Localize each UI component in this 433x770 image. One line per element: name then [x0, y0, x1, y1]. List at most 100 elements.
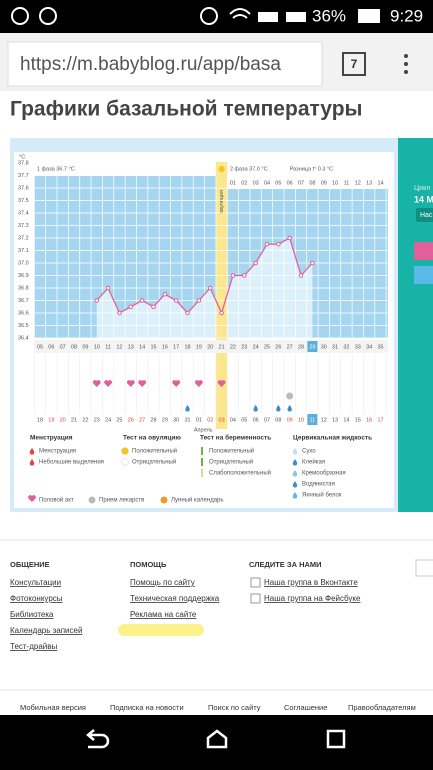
date-label: 08	[275, 417, 281, 423]
date-label: 13	[332, 417, 338, 423]
footer-title: ПОМОЩЬ	[130, 560, 167, 569]
x-tick-label: 25	[264, 344, 270, 350]
fluid-mark	[276, 405, 281, 412]
date-label: 29	[162, 417, 168, 423]
side-button-label[interactable]: Нас	[420, 212, 433, 219]
y-tick-label: 36.6	[18, 310, 29, 316]
point	[230, 273, 236, 278]
date-label: 25	[116, 417, 122, 423]
footer-link[interactable]: Фотоконкурсы	[10, 594, 63, 603]
point	[162, 291, 168, 297]
x-tick-label: 20	[207, 344, 213, 350]
legend-item: Кремообразная	[302, 471, 346, 477]
date-label: 04	[230, 417, 236, 423]
x-tick-label: 23	[241, 344, 247, 350]
luteal-day: 02	[241, 180, 247, 186]
social-icon	[250, 593, 261, 604]
legend-icon	[160, 496, 168, 504]
fluid-mark	[287, 405, 292, 412]
url[interactable]: https://m.babyblog.ru/app/basa	[20, 54, 281, 75]
y-tick-label: 36.7	[18, 298, 29, 304]
side-label: Цикл	[414, 185, 430, 192]
legend-icon	[88, 496, 96, 504]
legend-title: Цервикальная жидкость	[293, 435, 372, 442]
luteal-day: 14	[377, 180, 383, 186]
legend-item: Водянистая	[302, 482, 335, 488]
tabs[interactable]: 7	[351, 57, 358, 71]
date-label: 24	[105, 417, 111, 423]
luteal-day: 05	[275, 180, 281, 186]
legend-icon	[28, 495, 36, 502]
difference: Разница t° 0.3 °C	[290, 166, 333, 172]
legend-item: Половой акт	[39, 497, 74, 504]
legend-item: Менструация	[39, 449, 76, 455]
bottom-link[interactable]: Соглашение	[284, 703, 327, 712]
today-box	[307, 341, 318, 352]
search-box[interactable]	[415, 559, 433, 577]
side-panel	[398, 138, 433, 512]
ovulation-label: овуляция	[219, 190, 225, 214]
date-label: 14	[343, 417, 349, 423]
footer-link[interactable]: Наша группа на Фейсбуке	[264, 594, 361, 603]
x-tick-label: 18	[184, 344, 190, 350]
point	[310, 260, 315, 266]
legend-icon	[29, 448, 35, 455]
footer-link[interactable]: Помощь по сайту	[130, 578, 195, 587]
luteal-day: 08	[309, 180, 315, 186]
footer-link[interactable]: Наша группа в Вконтакте	[264, 578, 358, 587]
footer-link[interactable]: Техническая поддержка	[130, 594, 220, 603]
x-tick-label: 06	[48, 344, 54, 350]
menu[interactable]	[404, 54, 408, 74]
nav-icons[interactable]	[86, 729, 346, 749]
legend-item: Слабоположительный	[209, 470, 271, 477]
legend-icon	[121, 447, 129, 455]
point	[151, 304, 156, 310]
side-button[interactable]	[416, 208, 433, 222]
luteal-day: 09	[321, 180, 327, 186]
date-label: 26	[128, 417, 134, 423]
luteal-day: 06	[287, 180, 293, 186]
legend-icon	[121, 458, 129, 466]
date-label: 01	[196, 417, 202, 423]
url-box[interactable]	[7, 41, 323, 87]
point	[264, 241, 270, 247]
side-action[interactable]	[414, 266, 433, 284]
date-label: 30	[173, 417, 179, 423]
x-tick-label: 11	[105, 344, 111, 350]
signal	[258, 12, 278, 22]
point	[185, 310, 190, 316]
side-value: 14 М	[414, 194, 433, 204]
legend-icon	[201, 469, 203, 477]
point	[298, 273, 304, 278]
date-label: 12	[321, 417, 327, 423]
side-action[interactable]	[414, 242, 433, 260]
footer-link[interactable]: Реклама на сайте	[130, 610, 197, 619]
legend-icon	[29, 459, 35, 466]
legend-item: Отрицательный	[209, 459, 253, 466]
legend-item: Лунный календарь	[171, 497, 224, 504]
tabs-box[interactable]	[342, 52, 366, 76]
x-tick-label: 10	[94, 344, 100, 350]
footer-link[interactable]: Тест-драйвы	[10, 642, 58, 651]
date-label: 18	[37, 417, 43, 423]
bottom-link[interactable]: Поиск по сайту	[208, 703, 261, 712]
ovulation-column	[215, 162, 228, 429]
intercourse-mark	[92, 380, 101, 387]
x-tick-label: 30	[321, 344, 327, 350]
today-box	[307, 414, 318, 425]
luteal-day: 10	[332, 180, 338, 186]
footer-link[interactable]: Календарь записей	[10, 626, 82, 635]
legend-item: Положительный	[132, 448, 177, 455]
bottom-link[interactable]: Правообладателям	[348, 703, 416, 712]
bottom-link[interactable]: Подписка на новости	[110, 703, 184, 712]
x-tick-label: 07	[60, 344, 66, 350]
footer-link[interactable]: Библиотека	[10, 610, 54, 619]
luteal-day: 01	[230, 180, 236, 186]
y-tick-label: 37.1	[18, 248, 29, 254]
y-tick-label: 37.3	[18, 223, 29, 229]
bottom-link[interactable]: Мобильная версия	[20, 703, 86, 712]
date-label: 09	[287, 417, 293, 423]
date-label: 27	[139, 417, 145, 423]
footer-link[interactable]: Консультации	[10, 578, 61, 587]
